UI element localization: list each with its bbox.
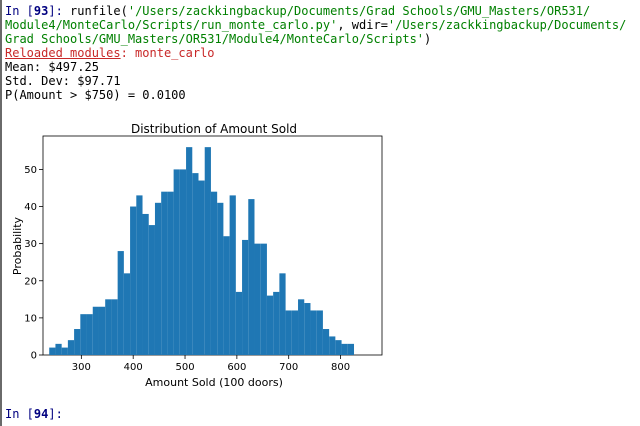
console-input-line-94[interactable]: In [94]:	[5, 407, 63, 421]
histogram-bar	[61, 347, 68, 355]
x-tick-label: 500	[175, 362, 194, 373]
histogram-bar	[235, 291, 243, 355]
y-tick-label: 0	[31, 351, 37, 362]
y-axis-ticks: 0 10 20 30 40 50	[24, 165, 43, 362]
command-path-arg-line1: '/Users/zackkingbackup/Documents/Grad Sc…	[127, 4, 591, 18]
histogram-bar	[179, 169, 187, 355]
histogram-bar	[130, 206, 137, 355]
histogram-bars	[49, 147, 355, 355]
histogram-bar	[55, 343, 62, 355]
histogram-bar	[285, 310, 292, 355]
histogram-bar	[310, 310, 317, 355]
input-prompt-94: In [94]:	[5, 407, 63, 421]
histogram-bar	[74, 329, 81, 355]
command-close-paren: )	[424, 32, 432, 46]
histogram-bar	[198, 180, 205, 355]
histogram-bar	[229, 195, 236, 355]
histogram-bar	[67, 340, 75, 355]
x-axis-label: Amount Sold (100 doors)	[145, 376, 283, 389]
command-wdir-arg-line2: Grad Schools/GMU_Masters/OR531/Module4/M…	[5, 32, 425, 46]
console-gutter	[0, 0, 2, 426]
output-std-dev: Std. Dev: $97.71	[5, 74, 121, 88]
command-function: runfile(	[62, 4, 128, 18]
histogram-bar	[260, 243, 267, 355]
command-path-arg-line2: Module4/MonteCarlo/Scripts/run_monte_car…	[5, 18, 338, 32]
histogram-bar	[167, 191, 174, 355]
histogram-bar	[204, 147, 211, 355]
histogram-bar	[186, 147, 193, 355]
histogram-bar	[148, 225, 155, 355]
histogram-bar	[298, 299, 305, 355]
histogram-bar	[117, 251, 124, 355]
x-tick-label: 700	[279, 362, 298, 373]
output-probability: P(Amount > $750) = 0.0100	[5, 88, 186, 102]
histogram-bar	[279, 273, 286, 355]
y-axis-label: Probability	[11, 216, 24, 275]
histogram-bar	[254, 243, 261, 355]
x-tick-label: 300	[72, 362, 91, 373]
histogram-bar	[223, 236, 230, 355]
histogram-bar	[316, 310, 323, 355]
y-tick-label: 30	[24, 239, 37, 250]
x-tick-label: 800	[331, 362, 350, 373]
histogram-bar	[154, 202, 162, 355]
console-command-continuation-2: Grad Schools/GMU_Masters/OR531/Module4/M…	[5, 32, 431, 46]
command-wdir-arg-line1: '/Users/zackkingbackup/Documents/	[387, 18, 627, 32]
histogram-bar	[123, 273, 131, 355]
histogram-bar	[248, 199, 255, 355]
histogram-bar	[111, 299, 118, 355]
histogram-bar	[291, 310, 299, 355]
console-command-continuation-1: Module4/MonteCarlo/Scripts/run_monte_car…	[5, 18, 626, 32]
histogram-bar	[347, 343, 355, 355]
histogram-figure: Distribution of Amount Sold 300 400 500 600…	[11, 122, 383, 389]
histogram-bar	[98, 306, 106, 355]
y-tick-label: 10	[24, 313, 37, 324]
reloaded-modules-line: Reloaded modules: monte_carlo	[5, 46, 215, 60]
histogram-bar	[105, 299, 112, 355]
histogram-bar	[80, 314, 87, 355]
histogram-bar	[192, 173, 199, 355]
console-input-line-93: In [93]: runfile('/Users/zackkingbackup/…	[5, 4, 590, 18]
histogram-bar	[136, 195, 143, 355]
histogram-bar	[86, 314, 93, 355]
x-tick-label: 600	[227, 362, 246, 373]
histogram-bar	[322, 329, 330, 355]
reloaded-modules-label: Reloaded modules	[5, 46, 121, 60]
histogram-bar	[341, 343, 348, 355]
reloaded-modules-value: : monte_carlo	[120, 46, 215, 60]
histogram-bar	[217, 202, 224, 355]
y-tick-label: 40	[24, 202, 37, 213]
histogram-bar	[329, 336, 336, 355]
histogram-bar	[49, 347, 56, 355]
histogram-bar	[92, 306, 99, 355]
y-tick-label: 50	[24, 165, 37, 176]
histogram-bar	[335, 340, 342, 355]
histogram-bar	[173, 169, 180, 355]
chart-title: Distribution of Amount Sold	[131, 122, 297, 136]
x-axis-ticks: 300 400 500 600 700 800	[72, 355, 350, 373]
y-tick-label: 20	[24, 276, 37, 287]
input-prompt-93: In [93]:	[5, 4, 63, 18]
histogram-bar	[273, 291, 280, 355]
histogram-bar	[142, 213, 149, 355]
histogram-bar	[304, 303, 311, 355]
histogram-bar	[242, 239, 249, 355]
output-mean: Mean: $497.25	[5, 60, 99, 74]
histogram-bar	[161, 191, 168, 355]
histogram-bar	[210, 191, 218, 355]
x-tick-label: 400	[124, 362, 143, 373]
command-wdir-keyword: , wdir=	[337, 18, 388, 32]
histogram-bar	[266, 295, 274, 355]
